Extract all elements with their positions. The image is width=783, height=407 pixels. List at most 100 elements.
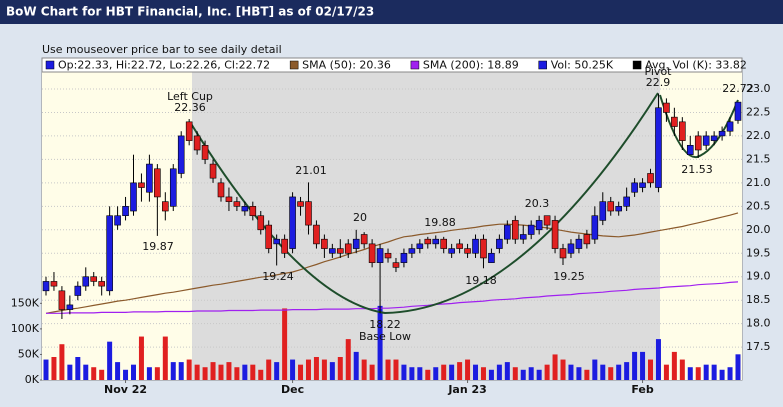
candle-body <box>718 130 726 137</box>
candle-body <box>162 201 169 212</box>
volume-bar <box>83 364 89 380</box>
candle-body <box>551 220 559 249</box>
candle-body <box>329 248 336 254</box>
candle-body <box>472 238 479 254</box>
candle-body <box>313 224 320 245</box>
volume-bar <box>123 369 129 380</box>
candle-body <box>623 196 630 207</box>
candle-body <box>384 252 392 259</box>
volume-bar <box>59 344 65 380</box>
candle-body <box>217 182 225 198</box>
volume-bar <box>218 364 224 380</box>
volume-bar <box>655 339 661 380</box>
candle-body <box>185 121 193 141</box>
candle-body <box>376 248 384 263</box>
volume-bar <box>282 308 288 380</box>
candle-body <box>114 215 121 226</box>
volume-bar <box>258 369 264 380</box>
annotation: Base Low <box>359 330 411 343</box>
volume-tick-label: 100K <box>11 322 40 335</box>
volume-bar <box>528 367 534 380</box>
legend-label: Op:22.33, Hi:22.72, Lo:22.26, Cl:22.72 <box>58 59 270 72</box>
candle-body <box>432 238 440 245</box>
volume-bar <box>632 351 638 380</box>
volume-bar <box>592 359 598 380</box>
y-tick-label: 22.5 <box>746 105 771 118</box>
volume-bar <box>51 357 57 380</box>
volume-bar <box>377 305 383 380</box>
candle-body <box>352 238 360 249</box>
volume-bar <box>608 367 614 380</box>
candle-body <box>448 248 455 254</box>
volume-bar <box>695 367 701 380</box>
candle-body <box>305 201 312 226</box>
candle-body <box>201 145 209 160</box>
candle-body <box>488 252 495 263</box>
candle-body <box>416 243 424 249</box>
candle-body <box>607 201 615 212</box>
candle-body <box>543 215 551 226</box>
volume-bar <box>321 359 327 380</box>
annotation: 19.88 <box>424 216 456 229</box>
volume-bar <box>266 359 272 380</box>
y-tick-label: 22.0 <box>746 129 771 142</box>
candle-body <box>456 243 463 249</box>
volume-bar <box>544 364 550 380</box>
x-tick-label: Feb <box>631 383 654 396</box>
volume-bar <box>313 357 319 380</box>
candle-body <box>42 281 50 292</box>
candle-body <box>225 196 233 202</box>
volume-bar <box>43 359 49 380</box>
volume-bar <box>146 367 152 380</box>
candle-body <box>193 135 201 151</box>
candle-body <box>511 220 519 240</box>
annotation: 19.18 <box>465 274 497 287</box>
candle-body <box>297 201 304 207</box>
volume-bar <box>648 359 654 380</box>
volume-bar <box>727 367 733 380</box>
subtitle: Use mouseover price bar to see daily det… <box>42 43 282 56</box>
volume-bar <box>520 369 526 380</box>
sma-line <box>46 281 739 314</box>
volume-bar <box>250 364 256 380</box>
volume-bar <box>449 364 455 380</box>
y-tick-label: 19.5 <box>746 246 771 259</box>
volume-bar <box>393 359 399 380</box>
candle-body <box>464 248 471 254</box>
volume-bar <box>735 354 741 380</box>
volume-bar <box>687 367 693 380</box>
candle-body <box>233 201 241 207</box>
candle-body <box>504 224 511 240</box>
volume-bar <box>298 364 304 380</box>
shade <box>42 72 192 380</box>
annotation: 21.53 <box>681 163 713 176</box>
y-tick-label: 19.0 <box>746 270 771 283</box>
x-tick-label: Jan 23 <box>447 383 486 396</box>
candle-body <box>90 276 98 282</box>
legend-swatch <box>538 60 547 70</box>
y-tick-label: 23.0 <box>746 82 771 95</box>
y-tick-label: 21.5 <box>746 152 771 165</box>
volume-bar <box>473 364 479 380</box>
annotation: 19.25 <box>553 270 585 283</box>
annotation: 22.72 <box>722 82 754 95</box>
candle-body <box>615 206 622 212</box>
candle-body <box>408 248 416 254</box>
volume-bar <box>417 367 423 380</box>
volume-bar <box>194 364 200 380</box>
candle-body <box>257 215 265 231</box>
candle-body <box>734 101 742 121</box>
y-tick-label: 20.0 <box>746 223 771 236</box>
candle-body <box>368 243 376 263</box>
candle-body <box>535 220 543 231</box>
candle-body <box>655 107 662 188</box>
candle-body <box>138 182 145 188</box>
candle-body <box>321 238 328 249</box>
candle-body <box>74 285 82 296</box>
legend-label: SMA (200): 18.89 <box>423 59 519 72</box>
annotation: 20.3 <box>525 197 550 210</box>
candle-body <box>249 206 257 217</box>
legend-label: Vol: 50.25K <box>551 59 614 72</box>
volume-bar <box>154 367 160 380</box>
candle-body <box>265 224 273 249</box>
